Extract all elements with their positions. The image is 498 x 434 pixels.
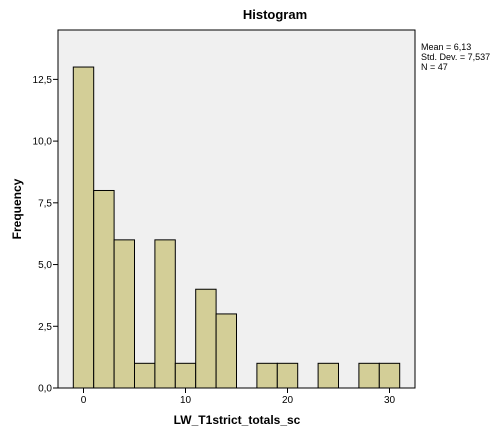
histogram-bar	[93, 189, 115, 389]
stat-line: Std. Dev. = 7,537	[421, 52, 490, 62]
histogram-bar	[256, 362, 278, 389]
y-tick-label: 0,0	[38, 384, 52, 395]
histogram-bar	[72, 66, 95, 389]
y-tick-label: 12,5	[33, 75, 53, 86]
histogram-bar	[195, 288, 217, 389]
histogram-bar	[276, 362, 299, 389]
stat-line: Mean = 6,13	[421, 42, 471, 52]
stat-line: N = 47	[421, 62, 448, 72]
y-tick-label: 2,5	[38, 322, 52, 333]
x-ticks-group: 0 10 20 30	[81, 388, 396, 406]
y-ticks-group: 0,0 2,5 5,0 7,5 10,0 12,5	[33, 75, 58, 395]
histogram-bar	[113, 239, 135, 389]
x-tick-label: 30	[384, 395, 396, 406]
histogram-bar	[378, 362, 401, 389]
bars-group	[72, 66, 401, 389]
histogram-bar	[154, 239, 176, 389]
chart-title: Histogram	[243, 7, 307, 22]
axes-group	[57, 30, 415, 389]
y-tick-label: 10,0	[33, 137, 53, 148]
histogram-bar	[317, 362, 340, 389]
histogram-bar	[358, 362, 380, 389]
y-tick-label: 7,5	[38, 198, 52, 209]
y-tick-label: 5,0	[38, 260, 52, 271]
histogram-bar	[174, 362, 197, 389]
x-tick-label: 0	[81, 395, 87, 406]
x-tick-label: 10	[180, 395, 192, 406]
y-axis-title: Frequency	[10, 178, 24, 239]
histogram-bar	[134, 362, 156, 389]
x-tick-label: 20	[282, 395, 294, 406]
histogram-bar	[215, 313, 238, 389]
x-axis-title: LW_T1strict_totals_sc	[174, 413, 301, 427]
